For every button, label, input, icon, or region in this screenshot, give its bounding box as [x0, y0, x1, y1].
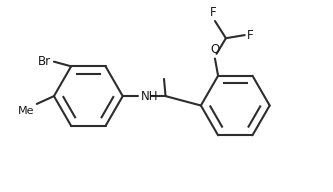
Text: Me: Me	[18, 106, 34, 116]
Text: NH: NH	[141, 90, 159, 103]
Text: O: O	[210, 43, 219, 56]
Text: F: F	[210, 6, 217, 18]
Text: Br: Br	[38, 55, 52, 68]
Text: F: F	[247, 29, 254, 42]
